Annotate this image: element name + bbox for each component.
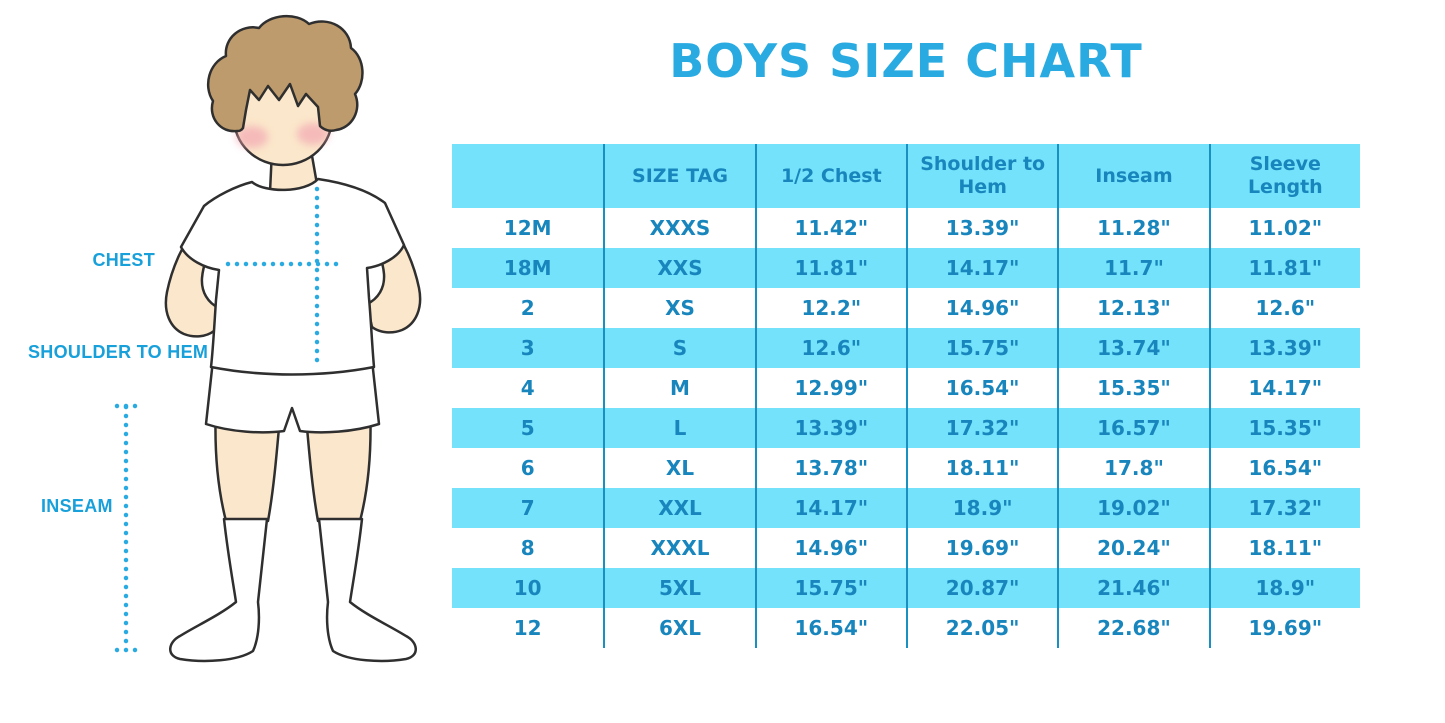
size-value-cell: 11.42" bbox=[754, 208, 906, 248]
size-value-cell: 11.28" bbox=[1057, 208, 1208, 248]
table-row: 4 M 12.99" 16.54" 15.35" 14.17" bbox=[452, 368, 1360, 408]
size-value-cell: 18.11" bbox=[905, 448, 1057, 488]
size-value-cell: 17.8" bbox=[1057, 448, 1208, 488]
boy-right-sock bbox=[317, 517, 417, 663]
size-value-cell: 12.6" bbox=[1208, 288, 1360, 328]
column-header-half-chest: 1/2 Chest bbox=[754, 144, 906, 208]
size-value-cell: XS bbox=[603, 288, 754, 328]
boy-blush-left bbox=[236, 126, 268, 148]
size-value-cell: 12.13" bbox=[1057, 288, 1208, 328]
table-row: 7 XXL 14.17" 18.9" 19.02" 17.32" bbox=[452, 488, 1360, 528]
size-value-cell: 15.35" bbox=[1057, 368, 1208, 408]
boy-tshirt bbox=[179, 177, 406, 376]
size-value-cell: 15.75" bbox=[754, 568, 906, 608]
table-row: 12M XXXS 11.42" 13.39" 11.28" 11.02" bbox=[452, 208, 1360, 248]
boy-hair bbox=[206, 15, 364, 133]
row-size-label: 8 bbox=[520, 536, 535, 560]
row-size-label: 4 bbox=[520, 376, 535, 400]
size-value-cell: 17.32" bbox=[905, 408, 1057, 448]
size-table: SIZE TAG 1/2 Chest Shoulder to Hem Insea… bbox=[452, 144, 1360, 648]
size-value-cell: 6XL bbox=[603, 608, 754, 648]
table-header-row: SIZE TAG 1/2 Chest Shoulder to Hem Insea… bbox=[452, 144, 1360, 208]
size-value-cell: 18.11" bbox=[1208, 528, 1360, 568]
row-size-label: 12 bbox=[513, 616, 542, 640]
row-size-label: 18M bbox=[503, 256, 552, 280]
size-value-cell: 19.02" bbox=[1057, 488, 1208, 528]
column-header-sleeve-length: Sleeve Length bbox=[1208, 144, 1360, 208]
row-size-label: 2 bbox=[520, 296, 535, 320]
size-value-cell: XXXS bbox=[603, 208, 754, 248]
size-value-cell: 12.99" bbox=[754, 368, 906, 408]
size-value-cell: XXL bbox=[603, 488, 754, 528]
size-value-cell: S bbox=[603, 328, 754, 368]
table-row: 18M XXS 11.81" 14.17" 11.7" 11.81" bbox=[452, 248, 1360, 288]
size-value-cell: 13.39" bbox=[905, 208, 1057, 248]
size-value-cell: XXXL bbox=[603, 528, 754, 568]
column-header-size bbox=[452, 144, 604, 208]
table-row: 3 S 12.6" 15.75" 13.74" 13.39" bbox=[452, 328, 1360, 368]
size-value-cell: XXS bbox=[603, 248, 754, 288]
size-value-cell: 15.75" bbox=[905, 328, 1057, 368]
size-value-cell: 15.35" bbox=[1208, 408, 1360, 448]
size-value-cell: 14.96" bbox=[905, 288, 1057, 328]
size-value-cell: 16.57" bbox=[1057, 408, 1208, 448]
size-value-cell: M bbox=[603, 368, 754, 408]
column-header-inseam: Inseam bbox=[1057, 144, 1209, 208]
size-value-cell: 18.9" bbox=[1208, 568, 1360, 608]
row-size-label: 10 bbox=[513, 576, 542, 600]
size-value-cell: 13.39" bbox=[754, 408, 906, 448]
size-value-cell: 14.17" bbox=[905, 248, 1057, 288]
inseam-label: INSEAM bbox=[41, 496, 113, 516]
table-row: 2 XS 12.2" 14.96" 12.13" 12.6" bbox=[452, 288, 1360, 328]
size-value-cell: 14.96" bbox=[754, 528, 906, 568]
shoulder-to-hem-label: SHOULDER TO HEM bbox=[28, 342, 209, 362]
size-value-cell: 16.54" bbox=[754, 608, 906, 648]
size-value-cell: 12.6" bbox=[754, 328, 906, 368]
size-value-cell: 17.32" bbox=[1208, 488, 1360, 528]
table-row: 6 XL 13.78" 18.11" 17.8" 16.54" bbox=[452, 448, 1360, 488]
size-value-cell: 14.17" bbox=[1208, 368, 1360, 408]
size-value-cell: 21.46" bbox=[1057, 568, 1208, 608]
page-title: BOYS SIZE CHART bbox=[669, 34, 1143, 88]
row-size-label: 3 bbox=[520, 336, 535, 360]
row-size-label: 5 bbox=[520, 416, 535, 440]
table-row: 8 XXXL 14.96" 19.69" 20.24" 18.11" bbox=[452, 528, 1360, 568]
size-table-body: 12M XXXS 11.42" 13.39" 11.28" 11.02" 18M XXS 11.… bbox=[452, 208, 1360, 648]
size-value-cell: 19.69" bbox=[1208, 608, 1360, 648]
size-value-cell: 12.2" bbox=[754, 288, 906, 328]
column-header-size-tag: SIZE TAG bbox=[603, 144, 755, 208]
size-value-cell: 11.7" bbox=[1057, 248, 1208, 288]
size-value-cell: 11.81" bbox=[754, 248, 906, 288]
row-size-label: 12M bbox=[503, 216, 552, 240]
boy-illustration bbox=[114, 15, 422, 663]
table-row: 12 6XL 16.54" 22.05" 22.68" 19.69" bbox=[452, 608, 1360, 648]
size-value-cell: XL bbox=[603, 448, 754, 488]
table-row: 10 5XL 15.75" 20.87" 21.46" 18.9" bbox=[452, 568, 1360, 608]
size-value-cell: 22.05" bbox=[905, 608, 1057, 648]
size-value-cell: 13.78" bbox=[754, 448, 906, 488]
size-value-cell: 16.54" bbox=[905, 368, 1057, 408]
size-value-cell: 16.54" bbox=[1208, 448, 1360, 488]
size-value-cell: 13.74" bbox=[1057, 328, 1208, 368]
size-value-cell: 20.24" bbox=[1057, 528, 1208, 568]
size-value-cell: 13.39" bbox=[1208, 328, 1360, 368]
row-size-label: 6 bbox=[520, 456, 535, 480]
size-value-cell: 11.02" bbox=[1208, 208, 1360, 248]
size-value-cell: 19.69" bbox=[905, 528, 1057, 568]
size-value-cell: 22.68" bbox=[1057, 608, 1208, 648]
size-value-cell: L bbox=[603, 408, 754, 448]
boy-left-sock bbox=[169, 517, 269, 663]
column-header-shoulder-to-hem: Shoulder to Hem bbox=[905, 144, 1058, 208]
row-size-label: 7 bbox=[520, 496, 535, 520]
size-value-cell: 5XL bbox=[603, 568, 754, 608]
size-value-cell: 11.81" bbox=[1208, 248, 1360, 288]
size-value-cell: 18.9" bbox=[905, 488, 1057, 528]
table-row: 5 L 13.39" 17.32" 16.57" 15.35" bbox=[452, 408, 1360, 448]
chest-label: CHEST bbox=[92, 250, 155, 270]
size-value-cell: 14.17" bbox=[754, 488, 906, 528]
size-value-cell: 20.87" bbox=[905, 568, 1057, 608]
